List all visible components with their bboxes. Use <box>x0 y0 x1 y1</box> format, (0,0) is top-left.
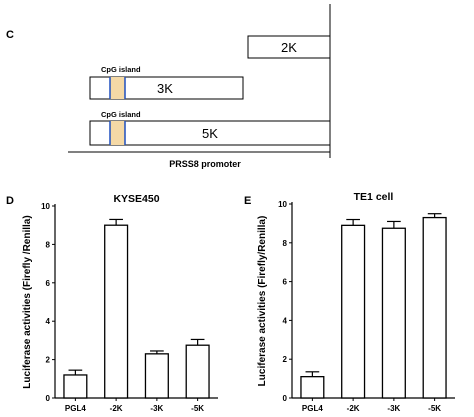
y-tick-label: 6 <box>283 278 288 287</box>
bar <box>63 374 88 399</box>
panel-label-c: C <box>6 29 14 41</box>
x-tick-label: -2K <box>347 404 360 413</box>
construct-5k-box <box>89 120 331 146</box>
y-tick-label: 8 <box>283 239 288 248</box>
y-tick-label: 0 <box>283 394 288 403</box>
y-axis-label: Luciferase activities (Firefly/Renilla) <box>257 216 268 387</box>
y-tick-label: 10 <box>278 200 287 209</box>
y-tick-label: 2 <box>46 356 51 365</box>
y-tick-label: 4 <box>283 316 288 325</box>
construct-5k-label: 5K <box>202 126 218 141</box>
panel-label-d: D <box>6 195 14 207</box>
construct-2k-label: 2K <box>281 40 297 55</box>
panel-label-e: E <box>244 195 251 207</box>
bar <box>341 224 366 399</box>
y-tick-label: 6 <box>46 279 51 288</box>
chart-title: TE1 cell <box>354 191 394 203</box>
cpg-island-3k-label: CpG island <box>101 65 141 74</box>
y-tick-label: 8 <box>46 240 51 249</box>
bar <box>185 344 210 399</box>
y-tick-label: 10 <box>41 202 50 211</box>
cpg-island-5k-label: CpG island <box>101 110 141 119</box>
construct-3k-label: 3K <box>157 81 173 96</box>
bar <box>422 216 447 399</box>
cpg-island-5k <box>110 121 125 145</box>
x-tick-label: -5K <box>191 404 204 413</box>
x-tick-label: -3K <box>150 404 163 413</box>
chart-te1: 0 2 4 6 8 10 TE1 cell Luciferase activities (Fi… <box>257 191 455 413</box>
chart-title: KYSE450 <box>113 193 159 205</box>
bar <box>300 376 325 399</box>
construct-2k-box <box>247 35 331 59</box>
y-tick-label: 4 <box>46 317 51 326</box>
y-tick-label: 0 <box>46 394 51 403</box>
x-tick-label: -3K <box>387 404 400 413</box>
promoter-diagram: PRSS8 promoter 2K CpG island 3K CpG isla… <box>68 4 331 169</box>
y-tick-label: 2 <box>283 355 288 364</box>
y-axis-label: Luciferase activities (Firefly /Renilla) <box>22 215 33 388</box>
bar <box>381 227 406 399</box>
cpg-island-3k <box>110 77 125 99</box>
chart-kyse450: 0 2 4 6 8 10 KYSE450 Luciferase activities (Fir… <box>22 193 218 413</box>
bar <box>144 353 169 399</box>
x-tick-label: PGL4 <box>65 404 86 413</box>
construct-3k-box <box>89 76 244 100</box>
x-tick-label: -2K <box>110 404 123 413</box>
x-tick-label: PGL4 <box>302 404 323 413</box>
bar <box>104 224 129 399</box>
promoter-axis-label: PRSS8 promoter <box>169 159 241 169</box>
x-tick-label: -5K <box>428 404 441 413</box>
